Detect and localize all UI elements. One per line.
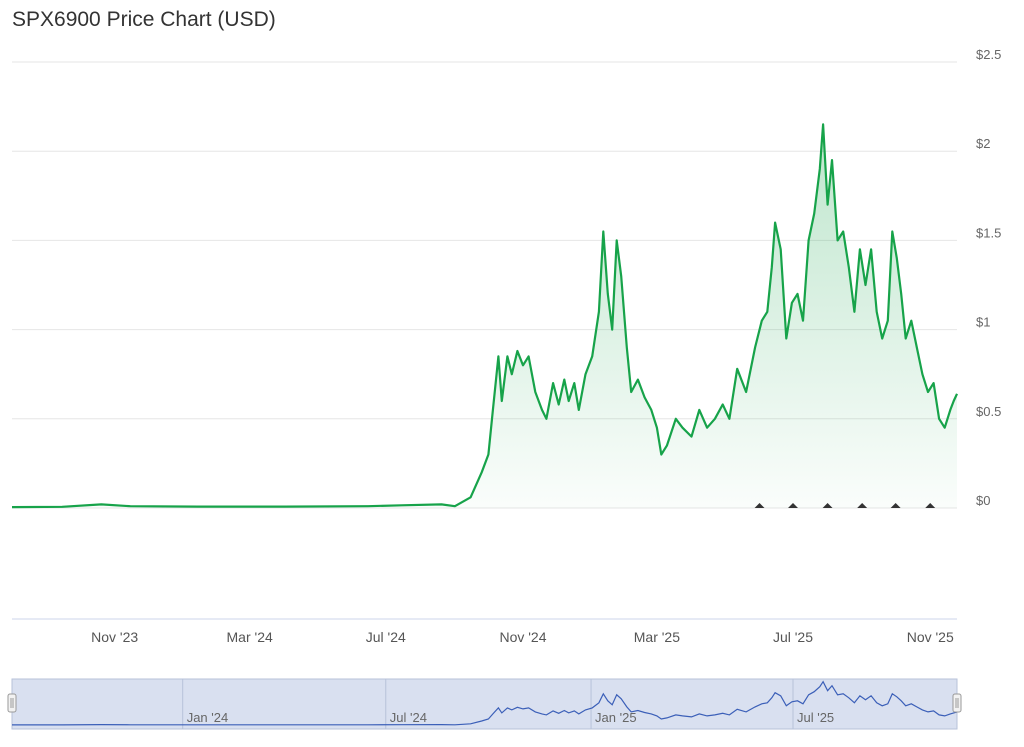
y-tick-label: $1.5 [976,225,1001,240]
y-tick-label: $0 [976,493,990,508]
x-tick-label: Mar '25 [634,629,680,645]
handle-body[interactable] [952,693,962,713]
navigator[interactable]: Jan '24 Jul '24 Jan '25 Jul '25 [7,678,962,730]
x-tick-label: Jul '24 [366,629,406,645]
y-axis: $0 $0.5 $1 $1.5 $2 $2.5 [976,47,1001,508]
chart-title: SPX6900 Price Chart (USD) [12,8,276,31]
event-marker[interactable] [787,503,798,508]
event-marker[interactable] [857,503,868,508]
navigator-label: Jan '25 [595,710,637,725]
navigator-label: Jul '24 [390,710,427,725]
y-tick-label: $2 [976,136,990,151]
event-marker[interactable] [890,503,901,508]
event-marker[interactable] [754,503,765,508]
navigator-handle-right[interactable] [952,693,962,713]
event-marker[interactable] [925,503,936,508]
navigator-label: Jan '24 [187,710,229,725]
x-tick-label: Mar '24 [227,629,273,645]
x-tick-label: Nov '24 [499,629,546,645]
navigator-series [12,680,958,726]
y-tick-label: $0.5 [976,404,1001,419]
handle-body[interactable] [7,693,17,713]
x-axis: Nov '23 Mar '24 Jul '24 Nov '24 Mar '25 Jul '… [12,618,957,645]
navigator-label: Jul '25 [797,710,834,725]
y-tick-label: $2.5 [976,47,1001,62]
event-marker[interactable] [822,503,833,508]
price-series [11,123,958,509]
y-tick-label: $1 [976,315,990,330]
x-tick-label: Nov '25 [907,629,954,645]
navigator-handle-left[interactable] [7,693,17,713]
price-area [12,124,957,509]
x-tick-label: Jul '25 [773,629,813,645]
price-line [11,123,958,509]
x-tick-label: Nov '23 [91,629,138,645]
event-markers[interactable] [754,503,936,508]
